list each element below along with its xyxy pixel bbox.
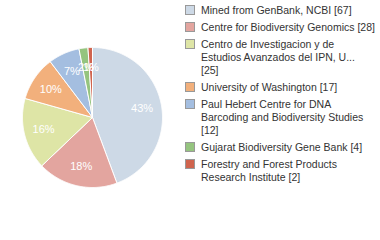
svg-text:18%: 18% [70,160,92,172]
svg-text:1%: 1% [83,61,99,73]
svg-text:10%: 10% [40,83,62,95]
svg-text:16%: 16% [33,123,55,135]
svg-text:43%: 43% [131,102,153,114]
